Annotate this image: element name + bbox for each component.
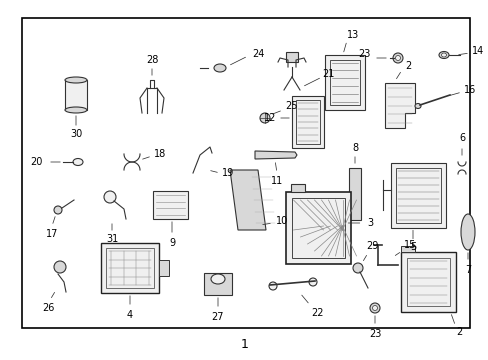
Ellipse shape [73, 158, 83, 166]
Bar [291, 198, 344, 258]
Text: 2: 2 [455, 327, 462, 337]
Text: 20: 20 [30, 157, 42, 167]
Text: 2: 2 [404, 61, 410, 71]
Ellipse shape [392, 53, 402, 63]
Text: 11: 11 [270, 176, 283, 186]
Ellipse shape [214, 64, 225, 72]
Text: 5: 5 [409, 243, 415, 252]
Bar [390, 162, 445, 228]
Ellipse shape [441, 53, 446, 57]
Ellipse shape [372, 306, 377, 310]
Text: 4: 4 [127, 310, 133, 320]
Text: 18: 18 [154, 149, 166, 159]
Ellipse shape [308, 278, 316, 286]
Text: 7: 7 [464, 265, 470, 275]
Bar [295, 100, 319, 144]
Text: 6: 6 [458, 133, 464, 143]
Ellipse shape [268, 282, 276, 290]
Polygon shape [384, 83, 414, 128]
Bar [400, 246, 414, 252]
Text: 12: 12 [263, 113, 276, 123]
Text: 9: 9 [168, 238, 175, 248]
Text: 19: 19 [222, 168, 234, 178]
Text: 23: 23 [357, 49, 369, 59]
Polygon shape [229, 170, 265, 230]
Text: 17: 17 [46, 229, 58, 239]
Bar [101, 243, 159, 293]
Text: 25: 25 [284, 101, 297, 111]
Ellipse shape [54, 261, 66, 273]
Bar [22, 18, 469, 328]
Text: 23: 23 [368, 329, 381, 339]
Bar [395, 167, 440, 222]
Ellipse shape [460, 214, 474, 250]
Bar [65, 80, 87, 110]
Ellipse shape [104, 191, 116, 203]
Bar [348, 168, 360, 220]
Text: 14: 14 [471, 46, 483, 56]
Text: 15: 15 [403, 240, 415, 250]
Bar [152, 191, 187, 219]
Ellipse shape [260, 113, 269, 123]
Text: 31: 31 [106, 234, 118, 244]
Text: 21: 21 [321, 69, 333, 79]
Text: 3: 3 [366, 218, 373, 228]
Text: 13: 13 [346, 30, 358, 40]
Text: 30: 30 [70, 129, 82, 139]
Ellipse shape [210, 274, 224, 284]
Text: 24: 24 [251, 49, 264, 59]
Bar [159, 260, 169, 276]
Text: 10: 10 [275, 216, 287, 226]
Text: 27: 27 [211, 312, 224, 322]
Ellipse shape [395, 55, 400, 60]
Text: 26: 26 [42, 303, 54, 313]
Text: 8: 8 [351, 143, 357, 153]
Bar [285, 192, 350, 264]
Text: 1: 1 [240, 338, 248, 351]
Bar [285, 52, 297, 62]
Bar [291, 96, 324, 148]
Bar [203, 273, 231, 295]
Bar [290, 184, 304, 192]
Bar [329, 59, 359, 104]
Ellipse shape [414, 104, 420, 108]
Bar [325, 54, 364, 109]
Ellipse shape [65, 77, 87, 83]
Bar [106, 248, 154, 288]
Ellipse shape [65, 107, 87, 113]
Ellipse shape [438, 51, 448, 58]
Text: 22: 22 [310, 308, 323, 318]
Text: 28: 28 [145, 55, 158, 65]
Bar [406, 258, 448, 306]
Ellipse shape [369, 303, 379, 313]
Polygon shape [254, 151, 296, 159]
Ellipse shape [54, 206, 62, 214]
Bar [400, 252, 454, 312]
Text: 16: 16 [463, 85, 475, 95]
Text: 29: 29 [365, 241, 377, 251]
Ellipse shape [352, 263, 362, 273]
